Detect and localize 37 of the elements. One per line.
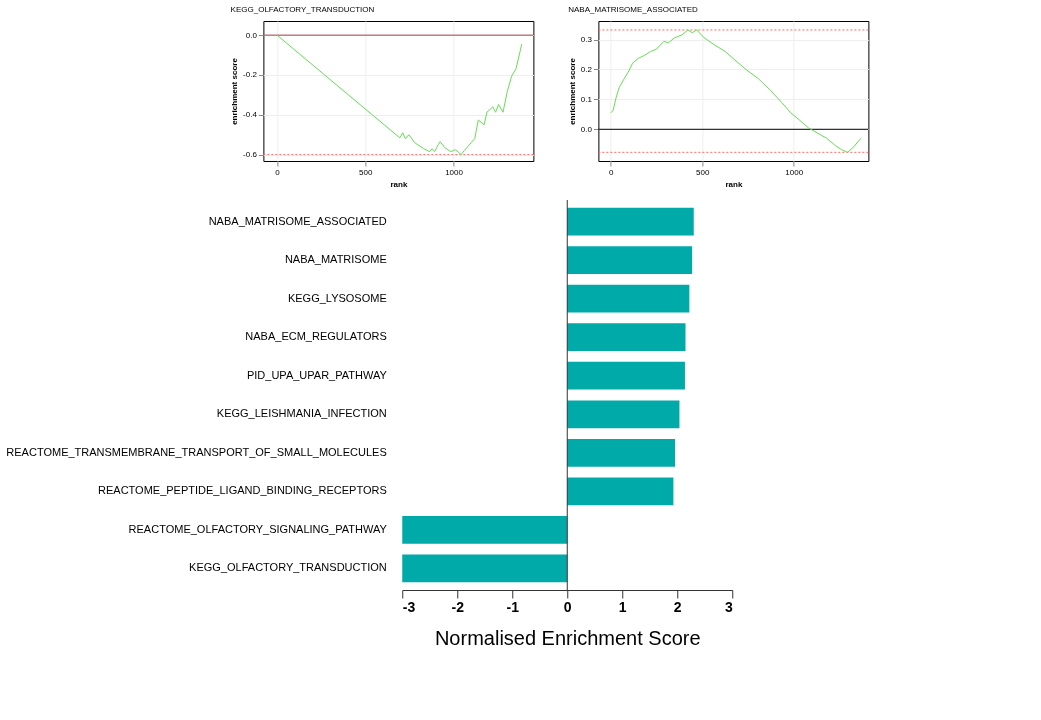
x-axis-title: rank <box>725 179 743 189</box>
x-tick-label: 0 <box>609 167 615 177</box>
y-tick-label: KEGG_LEISHMANIA_INFECTION <box>216 407 387 420</box>
x-tick-label: 1000 <box>785 167 804 177</box>
x-tick-label: 500 <box>696 167 710 177</box>
y-tick-label: NABA_MATRISOME <box>284 253 387 266</box>
y-axis-title: enrichment score <box>567 57 577 125</box>
y-tick-label: KEGG_LYSOSOME <box>287 291 387 304</box>
y-tick-label: 0.1 <box>580 94 593 104</box>
x-tick-label: 0 <box>275 167 281 177</box>
x-tick-label: 500 <box>359 167 373 177</box>
x-tick-label: -1 <box>506 598 520 615</box>
y-tick-label: NABA_ECM_REGULATORS <box>245 330 387 343</box>
x-tick-label: 2 <box>673 598 682 615</box>
y-tick-label: 0.2 <box>580 64 593 74</box>
y-tick-label: REACTOME_TRANSMEMBRANE_TRANSPORT_OF_SMALL_MOLECULES <box>6 445 387 458</box>
y-axis-title: enrichment score <box>230 57 240 125</box>
y-tick-label: REACTOME_OLFACTORY_SIGNALING_PATHWAY <box>128 522 388 535</box>
x-tick-label: -2 <box>451 598 465 615</box>
y-tick-label: -0.4 <box>243 110 258 120</box>
x-tick-label: 3 <box>724 598 733 615</box>
y-tick-label: NABA_MATRISOME_ASSOCIATED <box>208 214 387 227</box>
x-tick-label: -3 <box>402 598 416 615</box>
y-tick-label: 0.0 <box>245 30 258 40</box>
y-tick-label: REACTOME_PEPTIDE_LIGAND_BINDING_RECEPTORS <box>98 484 387 497</box>
y-tick-label: KEGG_OLFACTORY_TRANSDUCTION <box>189 561 387 574</box>
x-axis-title: rank <box>390 179 408 189</box>
x-tick-label: 0 <box>563 598 572 615</box>
y-tick-label: PID_UPA_UPAR_PATHWAY <box>246 368 388 381</box>
x-tick-label: 1000 <box>445 167 464 177</box>
y-tick-label: -0.2 <box>243 70 258 80</box>
y-tick-label: 0.0 <box>580 124 593 134</box>
y-tick-label: -0.6 <box>243 150 258 160</box>
chart-title: NABA_MATRISOME_ASSOCIATED <box>568 5 698 15</box>
x-axis-title: Normalised Enrichment Score <box>434 626 701 649</box>
y-tick-label: 0.3 <box>580 35 593 45</box>
x-tick-label: 1 <box>618 598 627 615</box>
